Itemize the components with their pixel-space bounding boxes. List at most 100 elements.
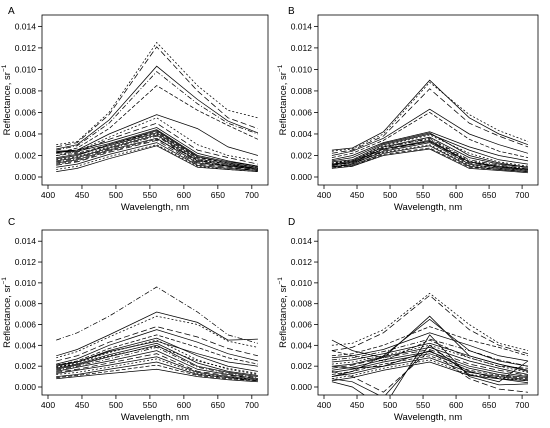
series-line-8	[331, 134, 529, 167]
panel-d: D 400 450 500 550 600 650 700 0.000 0.002 0.004 0.0…	[277, 217, 539, 423]
y-tick-label: 0.008	[15, 299, 37, 309]
y-tick-label: 0.012	[15, 257, 37, 267]
x-tick-label: 550	[143, 190, 157, 200]
y-tick-label: 0.004	[291, 129, 313, 139]
series-line-3	[56, 315, 258, 359]
series-line-5	[56, 329, 258, 365]
series-line-22	[56, 130, 258, 168]
y-tick-label: 0.008	[15, 86, 37, 96]
x-tick-label: 700	[245, 400, 259, 410]
series-line-4	[56, 71, 259, 151]
series-line-21	[331, 339, 529, 369]
series-line-22	[331, 350, 529, 384]
series-line-6	[331, 332, 529, 362]
x-axis-label: Wavelength, nm	[394, 202, 462, 213]
series-line-15	[56, 358, 258, 381]
series-line-17	[56, 139, 258, 171]
x-tick-label: 450	[350, 400, 364, 410]
y-tick-label: 0.002	[15, 361, 37, 371]
series-line-17	[331, 148, 529, 174]
series-line-2	[56, 311, 258, 357]
y-tick-label: 0.002	[291, 361, 313, 371]
series-group	[56, 41, 259, 172]
series-line-18	[56, 368, 258, 383]
series-line-11	[56, 347, 258, 378]
x-tick-label: 550	[416, 190, 430, 200]
panel-c: C 400 450 500 550 600 650 700 0.000 0.002 0.004 0.0…	[1, 217, 269, 423]
series-line-18	[56, 142, 258, 171]
series-line-18	[331, 132, 529, 168]
series-line-1	[56, 41, 258, 146]
series-line-14	[56, 356, 258, 381]
series-line-3	[56, 65, 259, 150]
series-line-8	[331, 342, 529, 371]
series-line-4	[56, 326, 258, 362]
series-line-11	[331, 349, 529, 376]
y-tick-label: 0.000	[291, 172, 313, 182]
series-line-5	[331, 326, 529, 357]
panel-a: A 400 450 500 550 600 650 700 0.000 0.002 0.004 0.0…	[1, 6, 269, 213]
x-axis-label: Wavelength, nm	[394, 412, 462, 423]
series-line-20	[56, 145, 258, 172]
x-tick-label: 650	[211, 400, 225, 410]
series-line-1	[56, 286, 259, 344]
y-tick-label: 0.000	[15, 172, 37, 182]
y-tick-label: 0.010	[15, 278, 37, 288]
y-tick-label: 0.014	[291, 21, 313, 31]
y-tick-label: 0.000	[15, 382, 37, 392]
y-tick-label: 0.014	[291, 236, 313, 246]
series-line-13	[331, 142, 529, 171]
series-line-4	[331, 108, 529, 156]
y-tick-label: 0.004	[15, 129, 37, 139]
y-tick-label: 0.004	[15, 340, 37, 350]
y-axis-label: Reflectance, sr−1	[277, 277, 289, 348]
series-line-20	[331, 334, 529, 395]
series-line-14	[331, 355, 529, 380]
y-tick-label: 0.014	[15, 21, 37, 31]
y-tick-label: 0.010	[15, 64, 37, 74]
y-tick-label: 0.008	[291, 86, 313, 96]
series-line-14	[331, 144, 529, 171]
y-tick-label: 0.014	[15, 236, 37, 246]
series-line-3	[331, 88, 529, 154]
y-tick-label: 0.006	[291, 107, 313, 117]
x-tick-label: 400	[317, 190, 331, 200]
y-tick-label: 0.006	[291, 320, 313, 330]
x-tick-label: 400	[317, 400, 331, 410]
series-line-16	[56, 361, 258, 382]
y-tick-label: 0.012	[291, 257, 313, 267]
series-line-14	[56, 134, 258, 169]
series-line-13	[56, 133, 258, 169]
series-line-15	[56, 135, 258, 170]
series-line-20	[331, 141, 529, 170]
x-tick-label: 700	[245, 190, 259, 200]
y-tick-label: 0.004	[291, 340, 313, 350]
x-tick-label: 650	[482, 400, 496, 410]
y-tick-label: 0.002	[291, 150, 313, 160]
x-tick-label: 600	[449, 400, 463, 410]
series-line-16	[331, 359, 529, 382]
x-tick-label: 450	[350, 190, 364, 200]
y-tick-label: 0.012	[291, 43, 313, 53]
y-tick-label: 0.002	[15, 150, 37, 160]
series-line-10	[331, 347, 529, 375]
series-line-8	[56, 122, 258, 165]
series-line-19	[331, 138, 529, 169]
series-line-2	[331, 294, 529, 355]
x-tick-label: 600	[177, 190, 191, 200]
series-line-10	[56, 344, 258, 377]
series-group	[331, 79, 529, 174]
x-tick-label: 500	[383, 400, 397, 410]
plot-frame	[41, 14, 269, 186]
y-tick-label: 0.006	[15, 107, 37, 117]
x-tick-label: 500	[109, 400, 123, 410]
series-line-5	[56, 85, 259, 154]
x-axis-label: Wavelength, nm	[121, 202, 189, 213]
series-line-5	[331, 111, 529, 158]
y-axis-label: Reflectance, sr−1	[277, 64, 289, 135]
y-axis-label: Reflectance, sr−1	[1, 277, 13, 348]
x-tick-label: 400	[41, 400, 55, 410]
plot-frame	[317, 229, 539, 396]
series-line-9	[56, 127, 258, 167]
